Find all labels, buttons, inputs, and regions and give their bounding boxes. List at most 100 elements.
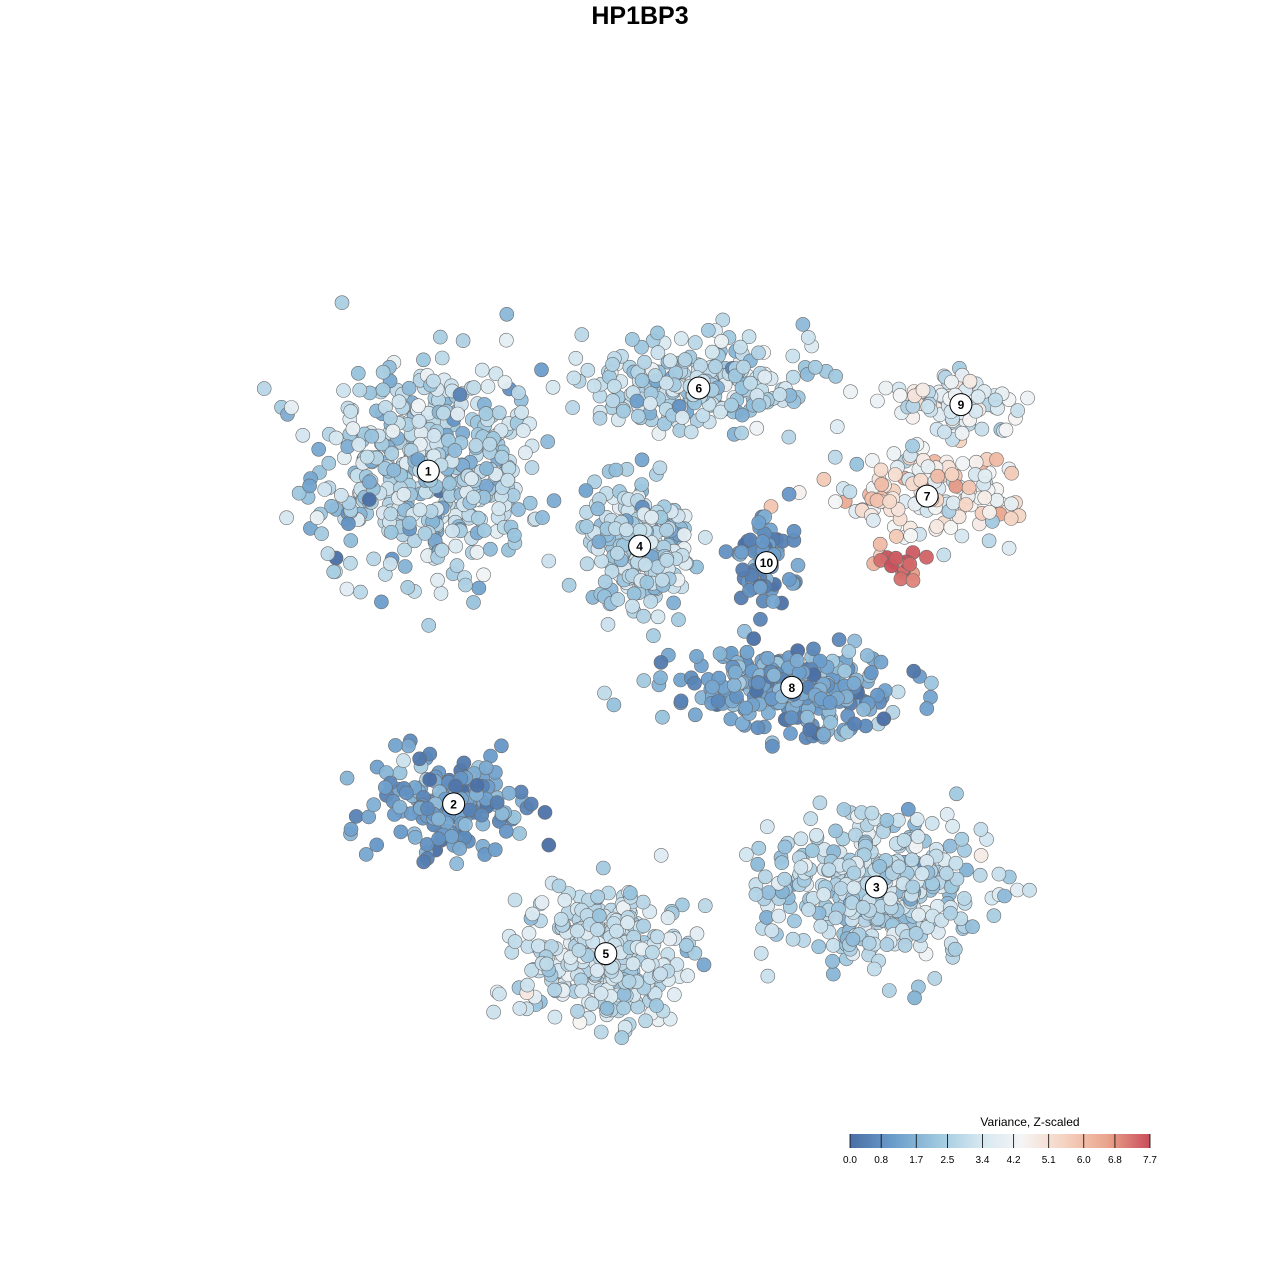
cell-point-cluster-7 (936, 547, 952, 563)
cell-point-cluster-2 (399, 785, 414, 801)
cell-point-cluster-1 (541, 553, 557, 569)
cell-point-cluster-3 (954, 831, 970, 847)
cell-point-cluster-1 (476, 523, 492, 538)
cell-point-cluster-4 (626, 586, 642, 602)
cell-point-cluster-7 (882, 494, 898, 509)
cell-point-cluster-3 (1022, 882, 1037, 898)
cell-point-cluster-1 (345, 421, 361, 437)
cell-point-cluster-3 (804, 843, 820, 858)
cell-point-cluster-1 (421, 618, 437, 633)
cell-point-cluster-1 (587, 474, 602, 490)
cell-point-cluster-1 (321, 455, 337, 471)
cell-point-cluster-5 (571, 942, 587, 958)
cell-point-cluster-6 (785, 369, 801, 385)
cell-point-cluster-5 (696, 957, 712, 973)
cell-point-cluster-2 (487, 842, 503, 858)
cell-point-cluster-9 (970, 389, 986, 405)
cell-point-cluster-7 (929, 519, 945, 534)
cell-point-cluster-10 (755, 534, 771, 549)
cell-point-cluster-3 (777, 871, 792, 887)
cell-point-cluster-1 (343, 555, 358, 571)
cell-point-cluster-1 (317, 482, 333, 497)
cell-point-cluster-6 (647, 368, 663, 383)
cell-point-cluster-1 (311, 441, 327, 457)
cell-point-cluster-8 (739, 644, 755, 660)
cell-point-cluster-1 (499, 306, 515, 322)
cell-point-cluster-3 (965, 919, 980, 935)
cell-point-cluster-1 (426, 373, 441, 389)
cell-point-cluster-1 (382, 556, 398, 572)
cell-point-cluster-5 (574, 983, 590, 999)
cell-point-cluster-2 (448, 778, 463, 794)
cell-point-cluster-1 (416, 352, 431, 368)
cell-point-cluster-8 (606, 697, 622, 713)
cell-point-cluster-6 (568, 350, 584, 366)
cell-point-cluster-1 (397, 559, 413, 574)
cell-point-cluster-3 (972, 867, 988, 883)
cell-point-cluster-5 (660, 910, 676, 926)
cluster-label-badge (594, 942, 618, 966)
cluster-label-2: 2 (442, 792, 466, 816)
cell-point-cluster-3 (904, 852, 920, 868)
cell-point-cluster-7 (968, 454, 984, 470)
cluster-label-text: 2 (450, 797, 457, 811)
cell-point-cluster-9 (905, 438, 920, 454)
cell-point-cluster-1 (411, 413, 427, 429)
cell-point-cluster-3 (991, 866, 1007, 882)
cell-point-cluster-8 (799, 709, 815, 725)
cell-point-cluster-5 (590, 889, 606, 905)
cell-point-cluster-6 (605, 393, 621, 409)
cell-point-cluster-3 (739, 847, 754, 862)
cell-point-cluster-1 (256, 381, 272, 396)
cell-point-cluster-7 (849, 456, 865, 472)
cell-point-cluster-2 (474, 807, 490, 823)
cell-point-cluster-3 (872, 859, 887, 874)
cluster-label-text: 4 (636, 540, 643, 554)
cell-point-cluster-3 (836, 802, 852, 817)
cell-point-cluster-3 (813, 918, 829, 934)
cell-point-cluster-4 (659, 522, 674, 538)
cell-point-cluster-3 (881, 983, 897, 998)
cell-point-cluster-6 (634, 373, 650, 388)
cell-point-cluster-6 (606, 378, 622, 394)
cell-point-cluster-8 (870, 687, 885, 703)
cell-point-cluster-4 (636, 608, 651, 624)
cell-point-cluster-9 (870, 393, 885, 409)
cell-point-hotspot (919, 549, 934, 565)
cell-point-hotspot (902, 556, 918, 572)
cell-point-cluster-5 (553, 911, 569, 927)
cluster-label-badge (864, 875, 888, 899)
cell-point-cluster-4 (579, 556, 595, 572)
cell-point-cluster-3 (897, 937, 913, 953)
cell-point-cluster-10 (751, 515, 767, 530)
cell-point-cluster-6 (592, 410, 608, 426)
cell-point-cluster-1 (417, 526, 433, 541)
cell-point-cluster-5 (524, 962, 539, 978)
cell-point-cluster-1 (374, 594, 389, 610)
cell-point-cluster-3 (948, 855, 964, 871)
cell-point-cluster-6 (743, 375, 758, 391)
cell-point-cluster-4 (561, 577, 577, 593)
cell-point-cluster-8 (847, 716, 862, 732)
cell-point-cluster-8 (823, 715, 838, 730)
cell-point-cluster-5 (547, 1009, 563, 1025)
cell-point-cluster-9 (1020, 390, 1035, 406)
cell-point-cluster-9 (915, 382, 931, 398)
cluster-label-9: 9 (949, 393, 973, 417)
cell-point-cluster-1 (314, 526, 329, 542)
colorbar-tick-label: 1.7 (909, 1155, 923, 1166)
cell-point-cluster-1 (324, 498, 339, 514)
cell-point-cluster-1 (430, 572, 445, 588)
cell-point-cluster-1 (535, 510, 550, 525)
cell-point-cluster-7 (869, 493, 885, 508)
cell-point-cluster-2 (452, 841, 468, 856)
cluster-label-8: 8 (780, 675, 804, 699)
cell-point-cluster-4 (619, 522, 634, 538)
cell-point-cluster-1 (436, 405, 451, 421)
cell-point-cluster-6 (566, 370, 582, 386)
cluster-label-text: 6 (695, 381, 702, 395)
cell-point-cluster-5 (620, 915, 635, 931)
cell-point-cluster-3 (774, 855, 790, 871)
cell-point-cluster-1 (448, 538, 464, 554)
cell-point-cluster-6 (713, 404, 728, 420)
